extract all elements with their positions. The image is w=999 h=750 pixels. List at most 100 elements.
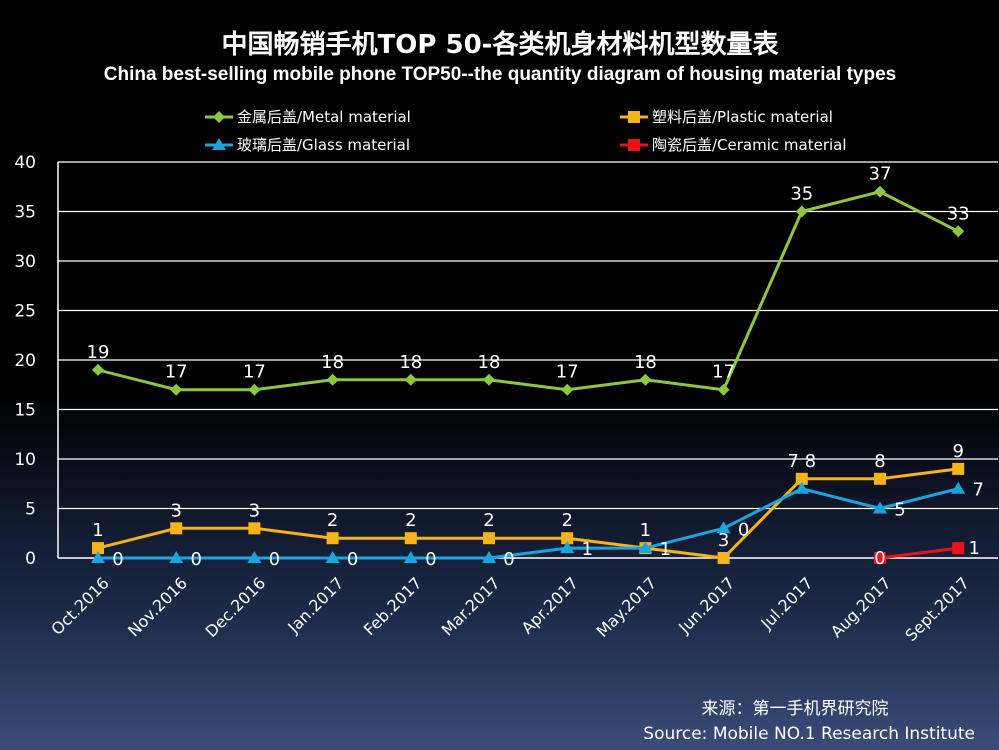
y-tick-label: 15 — [14, 401, 36, 421]
data-point — [248, 522, 261, 535]
data-point — [952, 225, 965, 238]
series-line — [98, 487, 959, 560]
x-tick-label: Jan.2017 — [283, 573, 347, 637]
source-english: Source: Mobile NO.1 Research Institute — [643, 724, 975, 744]
series-group — [91, 185, 966, 564]
data-label: 37 — [869, 164, 892, 185]
x-tick-label: Oct.2016 — [47, 573, 112, 638]
data-label: 0 — [190, 549, 201, 570]
data-label: 3 — [249, 500, 260, 521]
data-label: 3 — [170, 500, 181, 521]
data-label: 17 — [556, 362, 579, 383]
legend-marker — [628, 139, 640, 151]
data-point — [639, 373, 652, 386]
data-point — [795, 205, 808, 218]
data-point — [561, 532, 574, 545]
chart-title: 中国畅销手机TOP 50-各类机身材料机型数量表 — [222, 29, 780, 60]
source-chinese: 来源：第一手机界研究院 — [702, 699, 889, 719]
data-label: 2 — [405, 510, 416, 531]
data-point — [717, 552, 730, 564]
x-tick-label: Dec.2016 — [202, 573, 270, 641]
legend: 金属后盖/Metal material 塑料后盖/Plastic material… — [205, 108, 847, 154]
data-point — [92, 542, 104, 555]
data-label: 5 — [894, 500, 905, 521]
legend-label: 金属后盖/Metal material — [237, 108, 411, 126]
y-tick-label: 10 — [14, 450, 36, 470]
data-label: 0 — [874, 548, 885, 569]
data-label: 18 — [634, 352, 657, 373]
y-tick-label: 5 — [25, 500, 36, 520]
legend-entry: 玻璃后盖/Glass material — [205, 136, 410, 154]
data-label: 1 — [640, 520, 651, 541]
data-label: 7 8 — [787, 451, 816, 472]
data-label: 18 — [399, 352, 422, 373]
data-label: 0 — [738, 519, 749, 540]
data-point — [92, 363, 104, 376]
data-point — [403, 551, 418, 563]
data-point — [404, 532, 417, 545]
data-point — [483, 532, 495, 545]
x-tick-label: Sept.2017 — [901, 573, 973, 645]
data-label: 33 — [947, 203, 970, 224]
chart-subtitle: China best-selling mobile phone TOP50--t… — [104, 64, 896, 85]
data-label: 0 — [425, 549, 436, 570]
x-tick-label: Feb.2017 — [360, 573, 426, 639]
data-point — [952, 542, 965, 555]
x-tick-label: Apr.2017 — [518, 573, 582, 637]
y-tick-label: 20 — [14, 351, 36, 371]
data-point — [561, 383, 574, 396]
legend-entry: 金属后盖/Metal material — [205, 108, 411, 126]
x-tick-label: Mar.2017 — [438, 573, 504, 639]
data-label: 35 — [790, 184, 813, 205]
y-tick-label: 35 — [14, 203, 36, 223]
legend-marker — [628, 111, 640, 123]
legend-label: 塑料后盖/Plastic material — [652, 108, 833, 126]
data-point — [874, 552, 886, 564]
y-tick-label: 0 — [25, 549, 36, 569]
data-label: 1 — [660, 539, 671, 560]
data-point — [169, 551, 184, 563]
legend-marker — [212, 138, 226, 150]
data-point — [794, 481, 809, 494]
data-label: 18 — [321, 352, 344, 373]
x-axis-ticks: Oct.2016 Nov.2016 Dec.2016 Jan.2017 Feb.2017… — [47, 573, 973, 645]
series-line — [97, 190, 959, 392]
data-point — [560, 541, 575, 554]
y-tick-label: 30 — [14, 252, 36, 272]
data-label: 19 — [87, 342, 110, 363]
data-point — [247, 551, 262, 563]
data-point — [326, 373, 339, 386]
data-label: 18 — [478, 352, 501, 373]
data-point — [248, 383, 261, 396]
data-point — [170, 522, 183, 535]
data-label: 0 — [503, 549, 514, 570]
data-label: 9 — [952, 441, 963, 462]
legend-label: 玻璃后盖/Glass material — [237, 136, 410, 154]
data-label: 17 — [712, 362, 735, 383]
data-point — [795, 472, 808, 485]
x-tick-label: Jul.2017 — [756, 573, 816, 633]
data-point — [91, 551, 105, 563]
data-label: 2 — [327, 510, 338, 531]
data-point — [170, 383, 183, 396]
data-point — [483, 373, 495, 386]
series-line — [879, 546, 959, 560]
data-point — [404, 373, 417, 386]
data-point — [325, 551, 340, 563]
data-point — [873, 501, 887, 514]
data-label: 0 — [347, 549, 358, 570]
data-point — [874, 472, 886, 485]
data-point — [952, 462, 965, 475]
data-label: 7 — [972, 480, 983, 501]
data-point — [482, 551, 496, 563]
data-label: 0 — [269, 549, 280, 570]
data-label: 8 — [874, 451, 885, 472]
series-line — [97, 467, 959, 560]
x-tick-label: Aug.2017 — [827, 573, 895, 641]
legend-entry: 塑料后盖/Plastic material — [620, 108, 833, 126]
data-point — [717, 383, 730, 396]
data-point — [638, 541, 653, 554]
data-label: 17 — [243, 362, 266, 383]
legend-label: 陶瓷后盖/Ceramic material — [652, 136, 847, 154]
